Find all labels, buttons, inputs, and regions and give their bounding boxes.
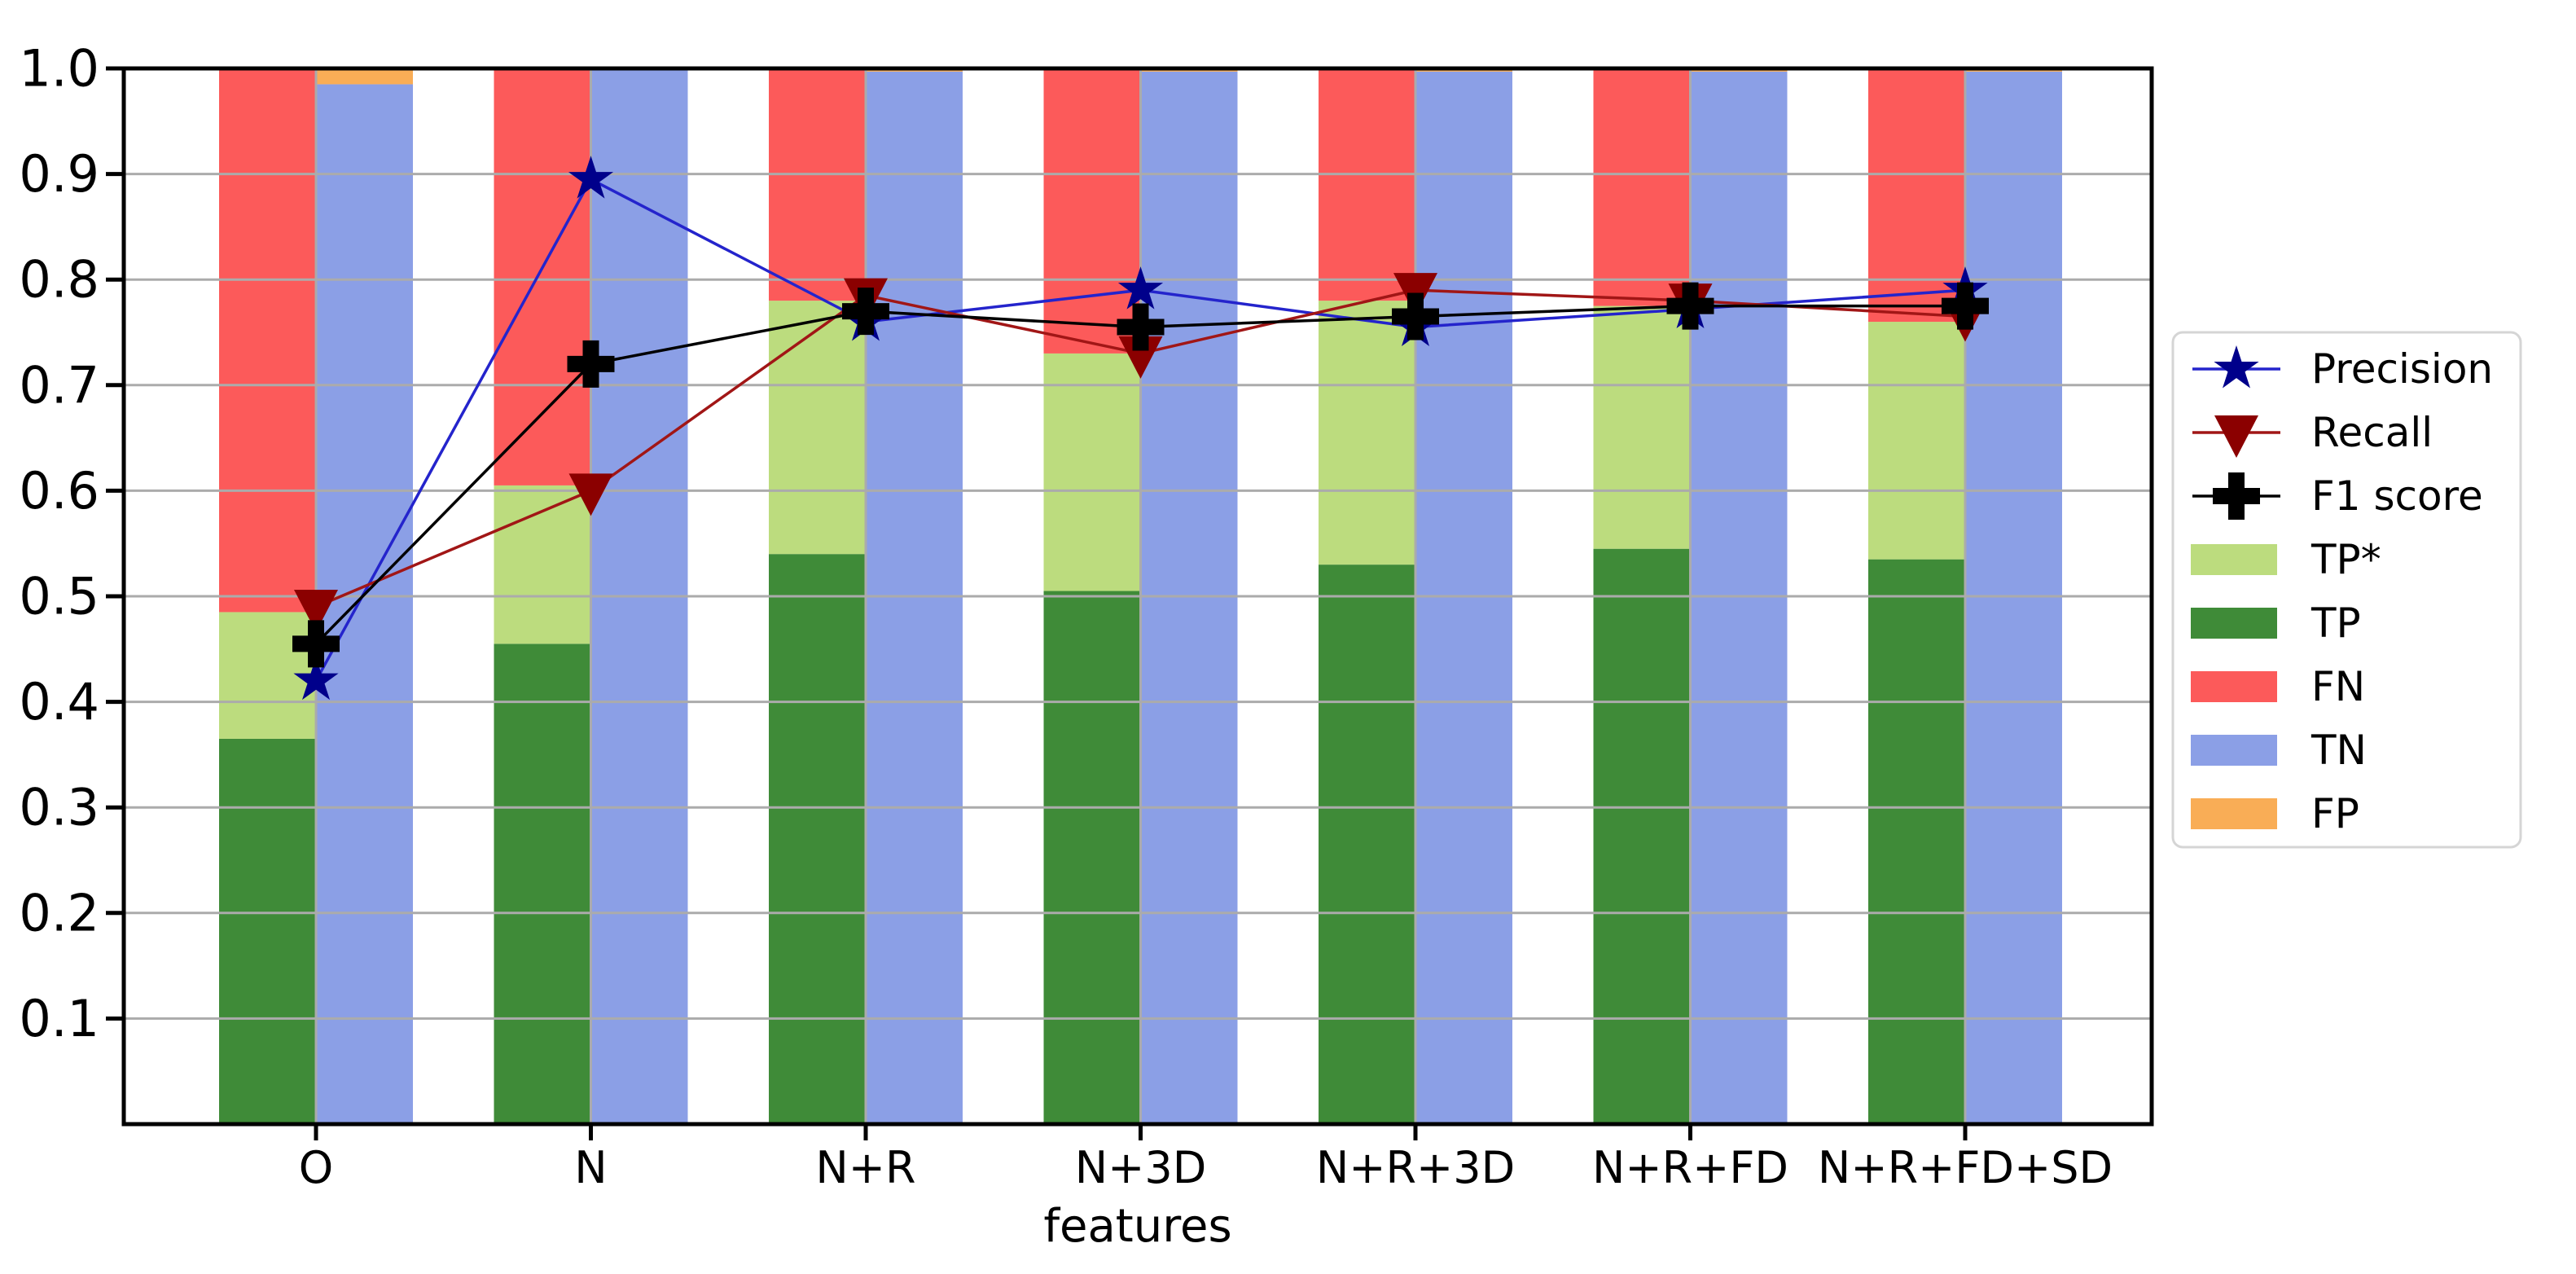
bar-FN-O (219, 68, 316, 613)
legend-marker-star-icon (2214, 345, 2259, 389)
bar-FN-N+R+FD (1593, 68, 1691, 306)
bar-TP-N (494, 644, 591, 1124)
legend-label-tn: TN (2311, 727, 2367, 774)
x-axis-label: features (1043, 1200, 1231, 1253)
legend-item-fn: FN (2191, 663, 2365, 710)
x-tick-label-N+3D: N+3D (1075, 1142, 1207, 1193)
marker-f1-score-N (567, 340, 615, 388)
y-tick-label-0.3: 0.3 (19, 778, 99, 837)
legend-swatch-TP-star (2191, 544, 2277, 575)
ticks-group: 0.1 0.2 0.3 0.4 0.5 0.6 0.7 0.8 0.9 1.0 O N N+R N+3D N… (19, 39, 2113, 1194)
bar-TP*-N+R (769, 301, 866, 555)
marker-recall-O (294, 589, 338, 632)
bars-group (219, 68, 2062, 1125)
y-tick-label-0.7: 0.7 (19, 355, 99, 415)
bar-TP*-N+3D (1043, 353, 1141, 591)
legend-item-recall: Recall (2192, 409, 2433, 458)
marker-f1-score-N+R (842, 288, 889, 336)
y-tick-label-0.2: 0.2 (19, 883, 99, 942)
legend-label-fn: FN (2311, 663, 2365, 710)
bar-FN-N (494, 68, 591, 485)
bar-TP-N+R+FD+SD (1868, 559, 1965, 1124)
legend-box (2171, 331, 2522, 849)
legend-item-fp: FP (2191, 790, 2359, 837)
legend-swatch-FP (2191, 798, 2277, 829)
y-tick-label-0.1: 0.1 (19, 989, 99, 1048)
legend-item-tn: TN (2191, 727, 2367, 774)
bar-TN-N+R (866, 71, 963, 1125)
legend-label-tp-: TP* (2311, 536, 2381, 583)
y-tick-label-0.6: 0.6 (19, 461, 99, 521)
bar-FP-O (316, 68, 413, 85)
bar-TN-N+3D (1140, 71, 1238, 1125)
bar-TP-N+R (769, 554, 866, 1124)
legend-swatch-FN (2191, 671, 2277, 702)
legend-label-f1-score: F1 score (2311, 472, 2483, 520)
x-tick-label-O: O (299, 1142, 334, 1193)
bar-FN-N+R+3D (1319, 68, 1415, 301)
marker-f1-score-N+R+3D (1392, 292, 1439, 340)
y-tick-label-0.9: 0.9 (19, 144, 99, 204)
marker-precision-N (568, 156, 614, 199)
legend-item-precision: Precision (2192, 345, 2493, 393)
legend-label-tp: TP (2311, 600, 2361, 647)
legend-swatch-TP (2191, 608, 2277, 639)
bar-TP*-N+R+3D (1319, 301, 1415, 565)
bar-FN-N+3D (1043, 68, 1141, 354)
legend-label-precision: Precision (2311, 345, 2493, 393)
bar-TP*-N (494, 485, 591, 644)
bar-TP-N+R+FD (1593, 548, 1691, 1124)
series-f1-score (292, 282, 1989, 668)
marker-f1-score-N+R+FD (1666, 282, 1714, 330)
bar-TP-N+R+3D (1319, 565, 1415, 1124)
x-tick-label-N+R: N+R (815, 1142, 915, 1193)
y-tick-label-0.4: 0.4 (19, 672, 99, 731)
legend-item-f1-score: F1 score (2192, 472, 2483, 520)
x-tick-label-N+R+FD: N+R+FD (1592, 1142, 1788, 1193)
bar-TN-O (316, 84, 413, 1125)
bar-FN-N+R (769, 68, 866, 301)
marker-precision-N+3D (1117, 266, 1164, 310)
marker-f1-score-N+3D (1117, 303, 1165, 351)
x-tick-label-N: N (574, 1142, 607, 1193)
legend-swatch-TN (2191, 735, 2277, 766)
legend: Precision Recall F1 score TP* TP FN TN FP (2171, 331, 2522, 849)
bar-TN-N+R+3D (1415, 71, 1512, 1125)
legend-label-fp: FP (2311, 790, 2359, 837)
marker-f1-score-O (292, 620, 340, 668)
bar-TP-O (219, 738, 316, 1124)
x-tick-label-N+R+3D: N+R+3D (1316, 1142, 1515, 1193)
bar-TN-N+R+FD+SD (1965, 71, 2062, 1125)
y-tick-label-0.8: 0.8 (19, 250, 99, 310)
y-tick-label-0.5: 0.5 (19, 567, 99, 626)
legend-item-tp: TP (2191, 600, 2361, 647)
marker-recall-N+3D (1118, 336, 1163, 379)
x-tick-label-N+R+FD+SD: N+R+FD+SD (1818, 1142, 2113, 1193)
bar-TP-N+3D (1043, 591, 1141, 1124)
y-tick-label-1.0: 1.0 (19, 39, 99, 99)
marker-precision-O (293, 657, 339, 701)
bar-TP*-N+R+FD (1593, 305, 1691, 549)
marker-f1-score-N+R+FD+SD (1942, 282, 1989, 330)
legend-marker-triangle-down-icon (2214, 415, 2258, 458)
marker-recall-N (568, 473, 613, 516)
bar-TN-N+R+FD (1690, 71, 1788, 1125)
legend-label-recall: Recall (2311, 409, 2433, 456)
bar-TP*-N+R+FD+SD (1868, 322, 1965, 560)
legend-item-tp-: TP* (2191, 536, 2381, 583)
legend-marker-plus-icon (2213, 472, 2260, 520)
